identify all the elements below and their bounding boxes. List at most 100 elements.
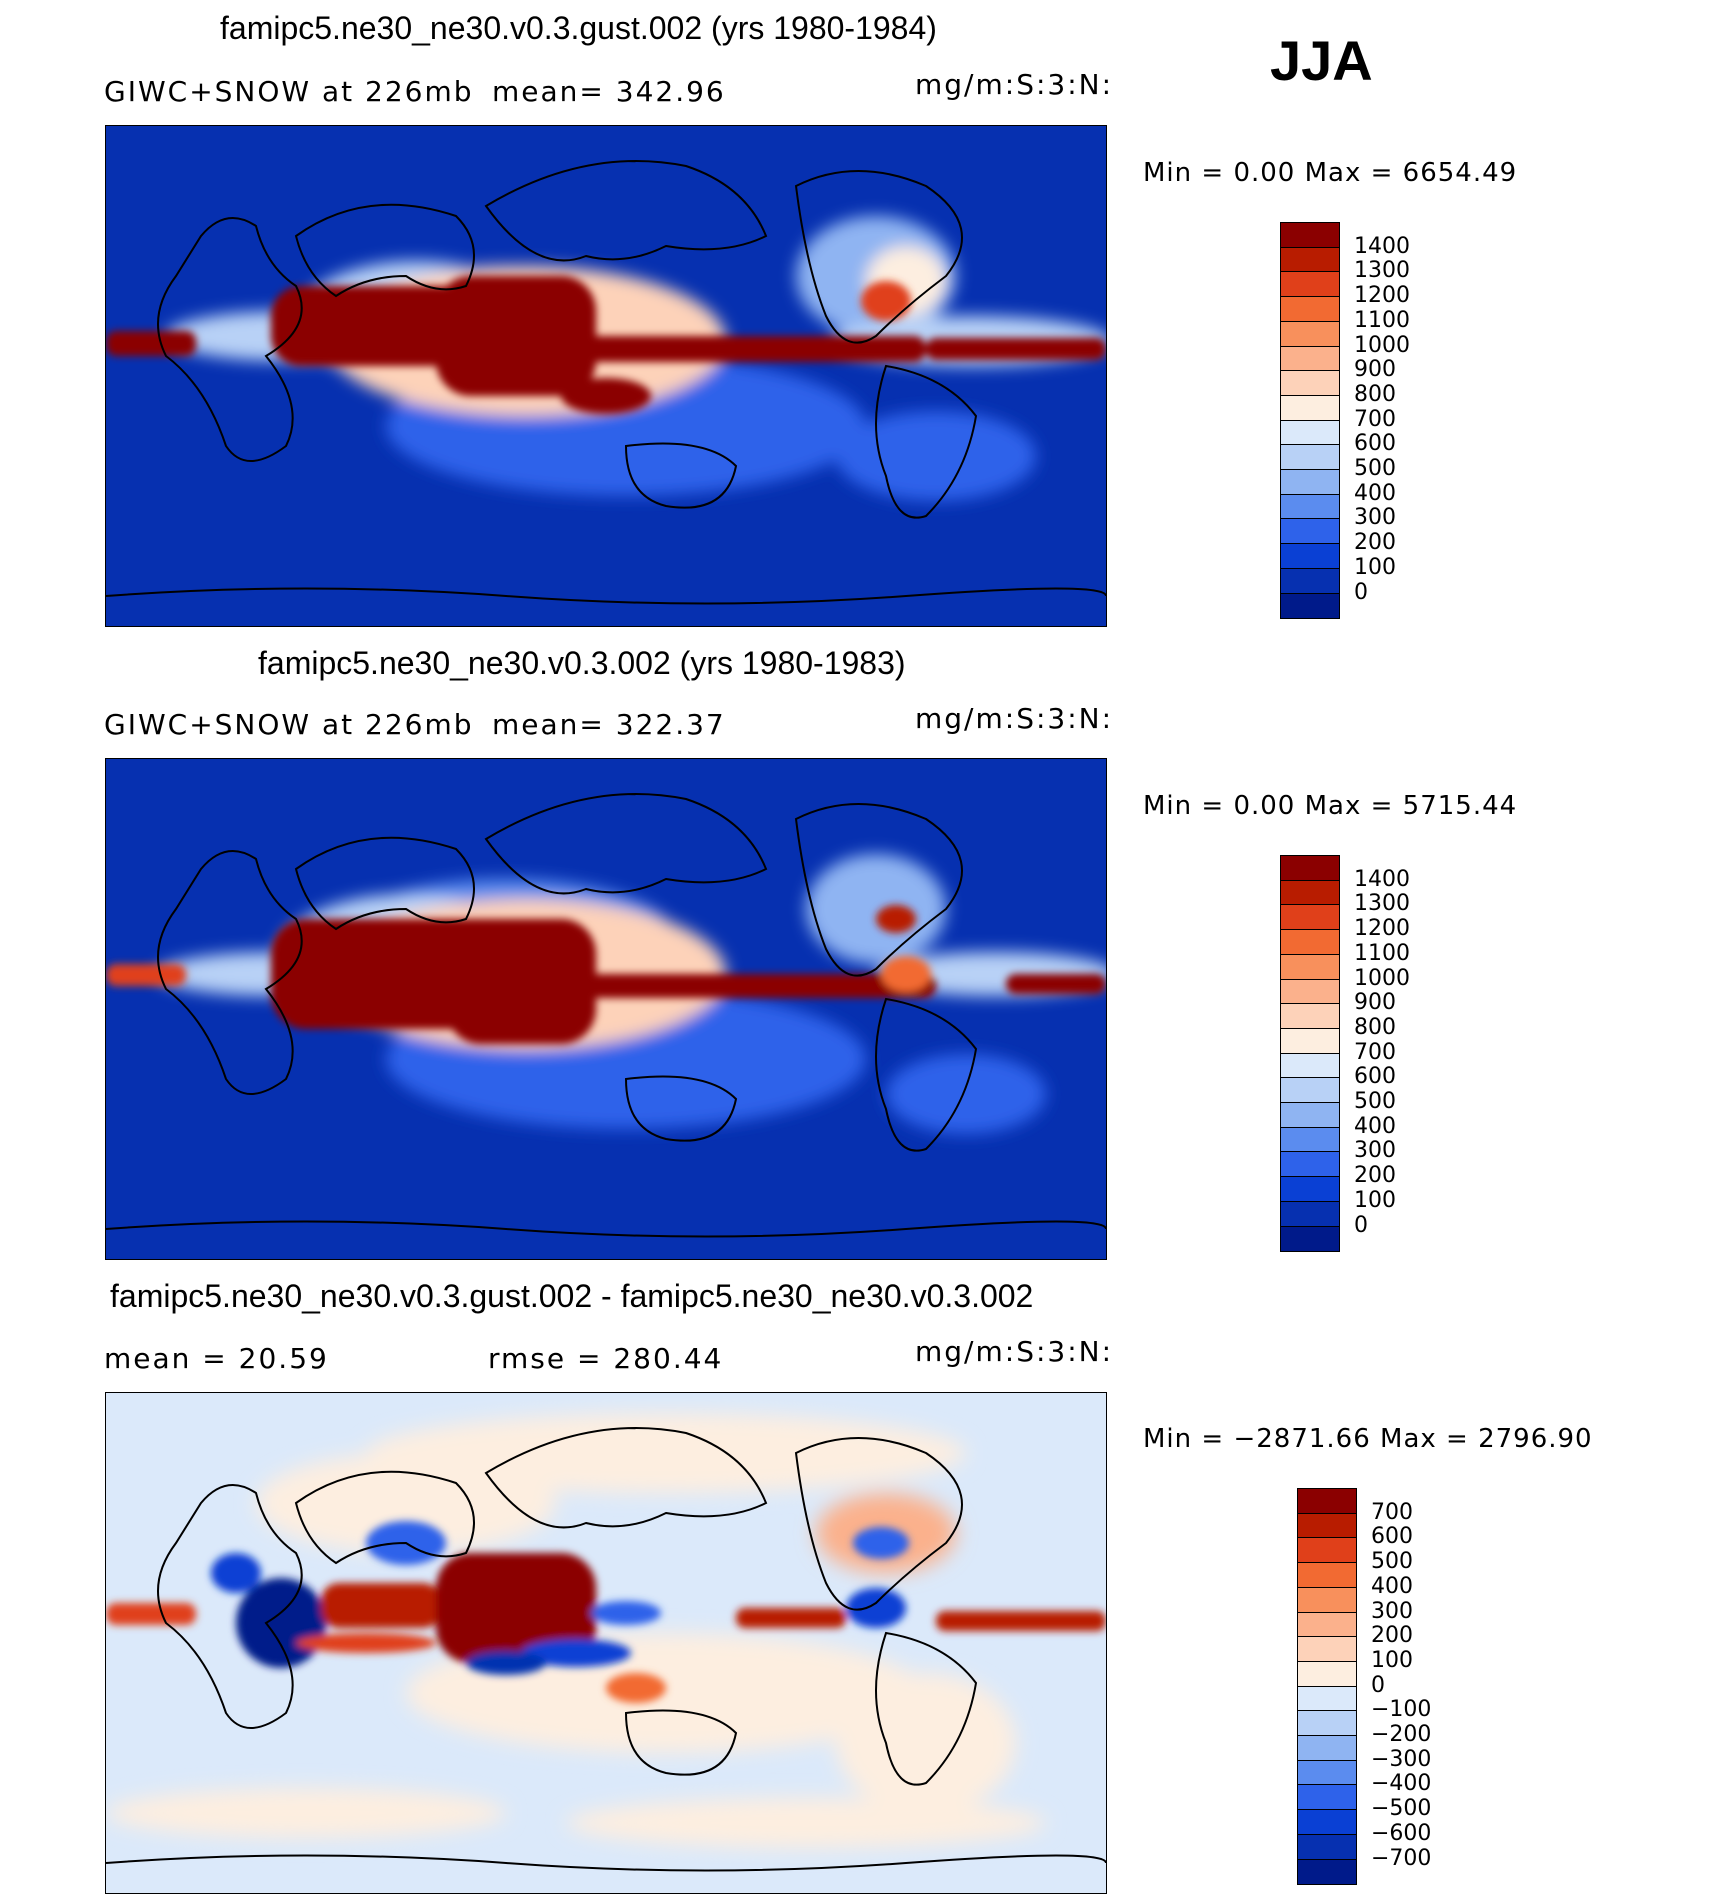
colorbar-tick-label: 1300: [1354, 891, 1410, 917]
colorbar-swatch: [1280, 1027, 1340, 1055]
colorbar-swatch: [1297, 1636, 1357, 1663]
colorbar-tick-label: 1400: [1354, 233, 1410, 259]
colorbar-swatch: [1280, 1225, 1340, 1252]
colorbar-swatch: [1280, 543, 1340, 570]
colorbar-swatch: [1280, 271, 1340, 298]
colorbar-swatch: [1280, 904, 1340, 931]
colorbar-swatch: [1280, 567, 1340, 594]
colorbar-tick-label: 1300: [1354, 258, 1410, 284]
colorbar-swatch: [1280, 879, 1340, 906]
season-label: JJA: [1270, 29, 1373, 92]
colorbar-swatch: [1280, 518, 1340, 545]
colorbar-swatch: [1297, 1562, 1357, 1589]
colorbar-swatch: [1297, 1611, 1357, 1638]
colorbar-tick-label: 800: [1354, 1014, 1396, 1040]
colorbar-swatch: [1297, 1488, 1357, 1515]
colorbar-tick-label: 700: [1371, 1499, 1413, 1525]
colorbar-tick-label: 900: [1354, 990, 1396, 1016]
colorbar-swatch: [1297, 1858, 1357, 1885]
colorbar-swatch: [1280, 1176, 1340, 1203]
panel-3-minmax: Min = −2871.66 Max = 2796.90: [1143, 1424, 1593, 1454]
colorbar-swatch: [1280, 1151, 1340, 1178]
colorbar-tick-label: 600: [1371, 1524, 1413, 1550]
panel-2-colorbar: 1400 1300 1200 1100 1000 900 800 700 600 500 400 30…: [1280, 855, 1440, 1252]
colorbar-swatch: [1297, 1735, 1357, 1762]
colorbar-tick-label: 600: [1354, 431, 1396, 457]
colorbar-swatch: [1280, 493, 1340, 520]
panel-2-variable-label: GIWC+SNOW at 226mb: [104, 708, 474, 741]
colorbar-tick-label: 1200: [1354, 283, 1410, 309]
colorbar-swatch: [1280, 855, 1340, 882]
colorbar-swatch: [1297, 1759, 1357, 1786]
panel-3-map: [105, 1392, 1107, 1894]
colorbar-tick-label: 300: [1371, 1598, 1413, 1624]
colorbar-tick-label: 100: [1354, 1187, 1396, 1213]
colorbar-swatch: [1297, 1660, 1357, 1688]
colorbar-tick-label: 0: [1354, 579, 1368, 605]
colorbar-tick-label: 200: [1354, 530, 1396, 556]
colorbar-tick-label: 500: [1354, 1089, 1396, 1114]
colorbar-tick-label: 100: [1371, 1647, 1413, 1673]
colorbar-swatch: [1280, 1126, 1340, 1153]
colorbar-tick-label: 100: [1354, 554, 1396, 580]
panel-1-mean-label: mean= 342.96: [492, 75, 726, 108]
colorbar-tick-label: 200: [1371, 1623, 1413, 1649]
colorbar-swatch: [1280, 370, 1340, 397]
panel-1-title: famipc5.ne30_ne30.v0.3.gust.002 (yrs 198…: [220, 10, 937, 46]
colorbar-tick-label: 800: [1354, 381, 1396, 407]
colorbar-tick-label: 0: [1354, 1212, 1368, 1238]
colorbar-swatch: [1280, 1102, 1340, 1129]
colorbar-swatch: [1297, 1809, 1357, 1836]
colorbar-swatch: [1280, 1200, 1340, 1227]
panel-2-map: [105, 758, 1107, 1260]
panel-1-variable-label: GIWC+SNOW at 226mb: [104, 75, 474, 108]
colorbar-tick-label: 400: [1354, 1113, 1396, 1139]
colorbar-swatch: [1297, 1710, 1357, 1737]
colorbar-swatch: [1280, 296, 1340, 323]
colorbar-swatch: [1297, 1537, 1357, 1564]
colorbar-swatch: [1280, 394, 1340, 422]
colorbar-swatch: [1280, 345, 1340, 372]
colorbar-swatch: [1280, 469, 1340, 496]
colorbar-tick-label: 500: [1354, 456, 1396, 481]
panel-2-coastlines: [106, 793, 1106, 1238]
colorbar-swatch: [1280, 320, 1340, 347]
colorbar-tick-label: 300: [1354, 505, 1396, 531]
colorbar-tick-label: 0: [1371, 1672, 1385, 1698]
colorbar-swatch: [1297, 1586, 1357, 1613]
colorbar-tick-label: 200: [1354, 1163, 1396, 1189]
panel-3-colorbar: 700 600 500 400 300 200 100 0 −100 −200 −300 −400 −5…: [1297, 1488, 1477, 1885]
colorbar-swatch: [1297, 1833, 1357, 1860]
panel-3-coastlines: [106, 1427, 1106, 1872]
colorbar-tick-label: 600: [1354, 1064, 1396, 1090]
colorbar-swatch: [1280, 246, 1340, 273]
panel-2-mean-label: mean= 322.37: [492, 708, 726, 741]
colorbar-tick-label: −600: [1371, 1820, 1432, 1846]
panel-2-units-label: mg/m:S:3:N:: [915, 702, 1114, 735]
panel-1-units-label: mg/m:S:3:N:: [915, 68, 1114, 101]
colorbar-swatch: [1280, 1077, 1340, 1104]
colorbar-tick-label: −500: [1371, 1796, 1432, 1822]
colorbar-tick-label: 300: [1354, 1138, 1396, 1164]
colorbar-tick-label: 700: [1354, 1039, 1396, 1065]
panel-3-rmse-label: rmse = 280.44: [488, 1342, 724, 1375]
colorbar-tick-label: 1100: [1354, 940, 1410, 966]
colorbar-swatch: [1280, 978, 1340, 1005]
colorbar-tick-label: 400: [1354, 480, 1396, 506]
colorbar-tick-label: 700: [1354, 406, 1396, 432]
panel-3-units-label: mg/m:S:3:N:: [915, 1335, 1114, 1368]
panel-1-minmax: Min = 0.00 Max = 6654.49: [1143, 158, 1518, 188]
panel-1-map: [105, 125, 1107, 627]
colorbar-tick-label: 900: [1354, 357, 1396, 383]
colorbar-tick-label: 1400: [1354, 866, 1410, 892]
panel-3-title: famipc5.ne30_ne30.v0.3.gust.002 - famipc…: [110, 1278, 1034, 1314]
colorbar-swatch: [1280, 444, 1340, 471]
colorbar-tick-label: 1000: [1354, 965, 1410, 991]
colorbar-tick-label: 1200: [1354, 916, 1410, 942]
panel-2-minmax: Min = 0.00 Max = 5715.44: [1143, 791, 1518, 821]
panel-2-title: famipc5.ne30_ne30.v0.3.002 (yrs 1980-198…: [258, 645, 906, 681]
colorbar-swatch: [1297, 1685, 1357, 1712]
colorbar-swatch: [1280, 929, 1340, 956]
colorbar-swatch: [1280, 953, 1340, 980]
colorbar-tick-label: −300: [1371, 1746, 1432, 1772]
